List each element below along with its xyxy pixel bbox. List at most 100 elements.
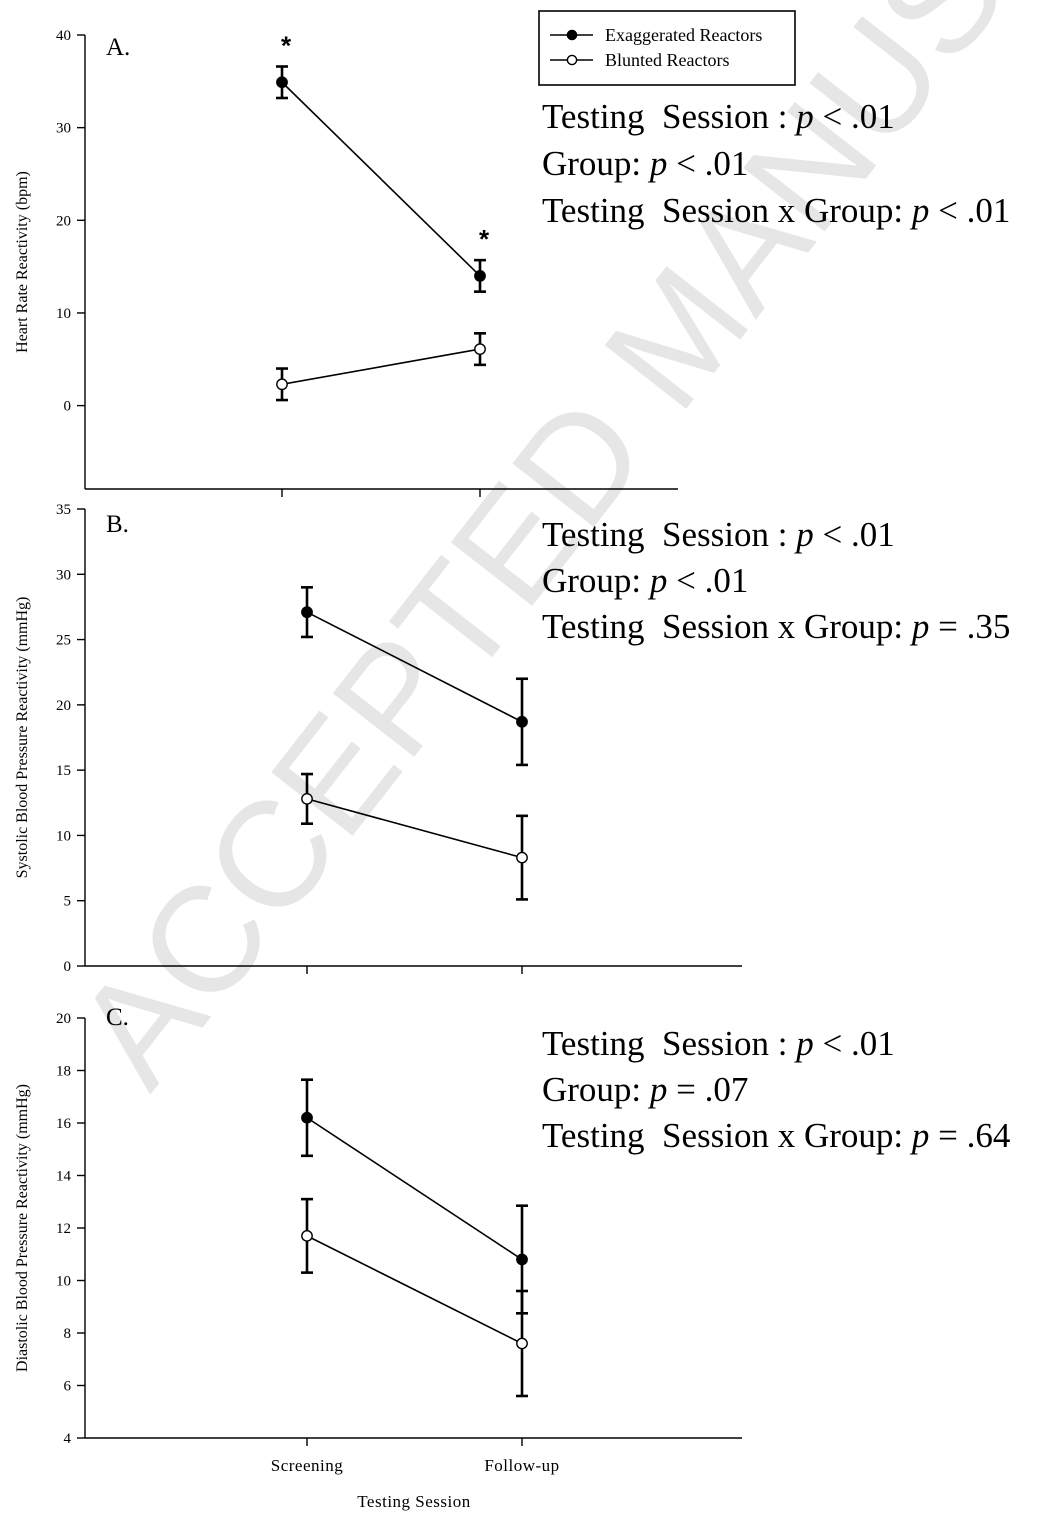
stat-segment: Testing Session x Group: xyxy=(542,1116,912,1155)
series-blunted xyxy=(276,332,486,402)
data-point xyxy=(276,378,288,391)
y-tick-label: 18 xyxy=(56,1064,71,1080)
y-tick-label: 10 xyxy=(56,1274,71,1290)
stat-line: Testing Session : p < .01 xyxy=(542,1024,895,1063)
y-tick-label: 15 xyxy=(56,763,71,779)
stat-segment: < .01 xyxy=(667,561,748,600)
stat-segment: Group: xyxy=(542,1070,650,1109)
stat-line: Testing Session : p < .01 xyxy=(542,97,895,136)
stat-p-symbol: p xyxy=(793,97,814,136)
x-tick-label: Screening xyxy=(271,1456,343,1475)
stat-segment: = .07 xyxy=(667,1070,748,1109)
common-x-axis: Screening Follow-up Testing Session xyxy=(271,1456,559,1511)
y-tick-label: 30 xyxy=(56,567,71,583)
legend-box xyxy=(538,10,796,86)
stat-segment: Group: xyxy=(542,144,650,183)
stat-segment: < .01 xyxy=(667,144,748,183)
stat-segment: Group: xyxy=(542,561,650,600)
stat-p-symbol: p xyxy=(793,515,814,554)
stat-p-symbol: p xyxy=(647,561,668,600)
y-tick-label: 5 xyxy=(64,894,72,910)
stat-segment: < .01 xyxy=(929,191,1010,230)
series-line xyxy=(281,81,481,277)
legend: Exaggerated Reactors Blunted Reactors xyxy=(538,10,796,86)
stat-segment: Testing Session x Group: xyxy=(542,607,912,646)
stat-segment: = .64 xyxy=(929,1116,1010,1155)
stat-segment: < .01 xyxy=(814,1024,895,1063)
chart-panel-2: 0 5 10 15 20 25 30 35 Systolic Blood Pressure Re… xyxy=(14,502,1010,975)
y-tick-label: 30 xyxy=(56,121,71,137)
data-point xyxy=(516,1253,528,1266)
legend-label: Blunted Reactors xyxy=(605,50,729,70)
legend-marker xyxy=(566,29,578,41)
stat-segment: < .01 xyxy=(814,515,895,554)
x-axis-label: Testing Session xyxy=(357,1492,471,1511)
stat-segment: Testing Session : xyxy=(542,1024,796,1063)
data-point xyxy=(301,792,313,805)
y-tick-label: 0 xyxy=(64,959,72,975)
series-blunted xyxy=(301,1197,528,1398)
series-line xyxy=(306,798,523,859)
stat-segment: < .01 xyxy=(814,97,895,136)
series-exaggerated xyxy=(301,1078,528,1315)
y-tick-label: 20 xyxy=(56,1011,71,1027)
series-line xyxy=(281,348,481,386)
data-point xyxy=(516,851,528,864)
legend-label: Exaggerated Reactors xyxy=(605,25,762,45)
stat-p-symbol: p xyxy=(909,1116,930,1155)
significance-marker: * xyxy=(281,31,292,61)
stat-p-symbol: p xyxy=(647,144,668,183)
panel-letter: B. xyxy=(106,511,129,538)
y-tick-label: 25 xyxy=(56,633,71,649)
panel-letter: A. xyxy=(106,34,130,61)
y-axis-label: Diastolic Blood Pressure Reactivity (mmH… xyxy=(14,1084,31,1372)
stat-line: Testing Session x Group: p < .01 xyxy=(542,191,1010,230)
data-point xyxy=(474,269,486,282)
stat-line: Testing Session x Group: p = .64 xyxy=(542,1116,1010,1155)
y-tick-label: 20 xyxy=(56,698,71,714)
chart-panel-3: 4 6 8 10 12 14 16 18 20 Diastolic Blood Pressure … xyxy=(14,1004,1010,1447)
x-tick-label: Follow-up xyxy=(484,1456,559,1475)
legend-marker xyxy=(566,54,578,66)
series-blunted xyxy=(301,772,528,901)
y-tick-label: 35 xyxy=(56,502,71,518)
statistics-annotation: Testing Session : p < .01 Group: p = .07 T… xyxy=(542,1024,1010,1155)
y-tick-label: 14 xyxy=(56,1169,72,1185)
y-tick-label: 10 xyxy=(56,306,71,322)
y-tick-label: 10 xyxy=(56,828,71,844)
panel-letter: C. xyxy=(106,1004,129,1031)
stat-segment: Testing Session : xyxy=(542,97,796,136)
data-point xyxy=(301,1111,313,1124)
stat-line: Group: p = .07 xyxy=(542,1070,748,1109)
y-tick-label: 4 xyxy=(64,1431,72,1447)
data-point xyxy=(301,606,313,619)
stat-segment: Testing Session : xyxy=(542,515,796,554)
y-tick-label: 16 xyxy=(56,1116,72,1132)
stat-line: Testing Session x Group: p = .35 xyxy=(542,607,1010,646)
y-tick-label: 6 xyxy=(64,1379,72,1395)
series-exaggerated: ** xyxy=(276,31,490,293)
stat-segment: Testing Session x Group: xyxy=(542,191,912,230)
stat-p-symbol: p xyxy=(909,607,930,646)
stat-p-symbol: p xyxy=(793,1024,814,1063)
y-tick-label: 0 xyxy=(64,399,72,415)
series-line xyxy=(306,1235,523,1345)
y-tick-label: 12 xyxy=(56,1221,71,1237)
stat-line: Group: p < .01 xyxy=(542,144,748,183)
stat-segment: = .35 xyxy=(929,607,1010,646)
data-point xyxy=(474,343,486,355)
stat-p-symbol: p xyxy=(647,1070,668,1109)
stat-p-symbol: p xyxy=(909,191,930,230)
significance-marker: * xyxy=(479,224,490,254)
y-axis-label: Heart Rate Reactivity (bpm) xyxy=(14,171,31,353)
data-point xyxy=(516,1337,528,1350)
series-line xyxy=(306,611,523,723)
y-axis-label: Systolic Blood Pressure Reactivity (mmHg… xyxy=(14,597,31,879)
stat-line: Testing Session : p < .01 xyxy=(542,515,895,554)
y-tick-label: 20 xyxy=(56,213,71,229)
